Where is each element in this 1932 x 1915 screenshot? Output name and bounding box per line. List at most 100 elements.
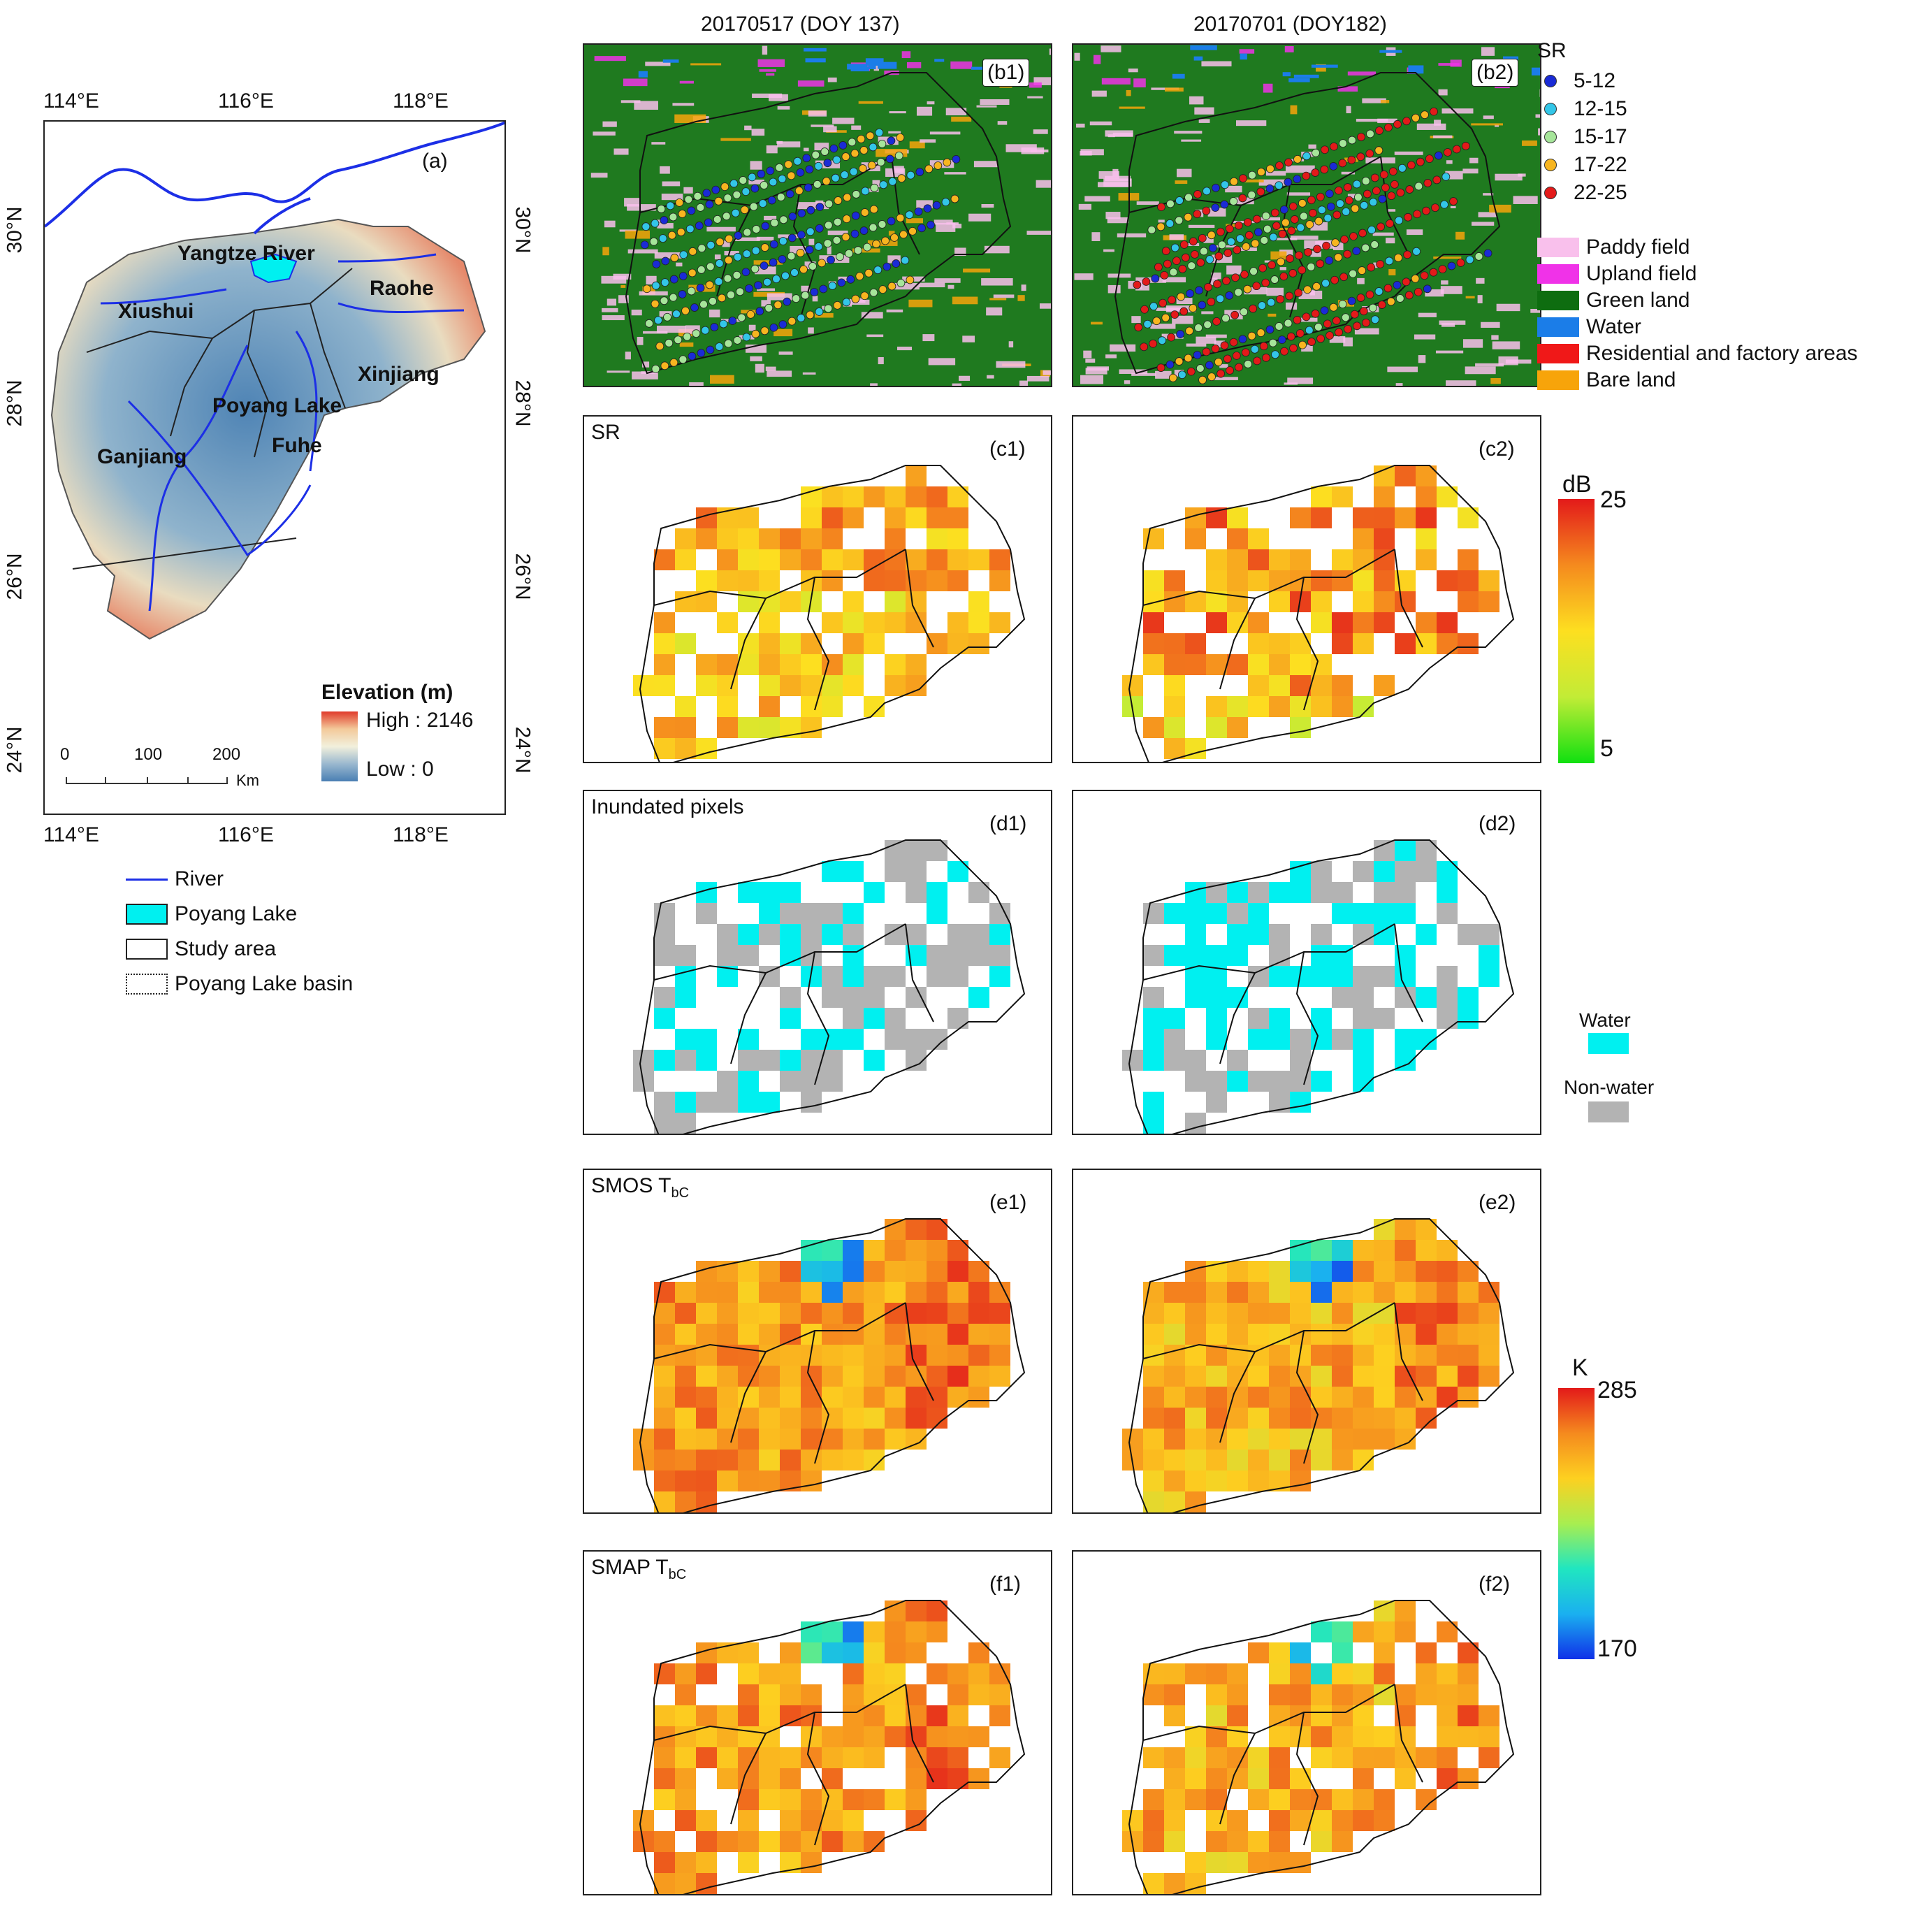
grid-cell — [633, 1810, 654, 1831]
grid-cell — [696, 591, 717, 612]
sub-basin-boundary — [806, 951, 830, 1085]
study-area-outline — [639, 1600, 1026, 1894]
grid-cell — [1206, 1684, 1227, 1705]
grid-cell — [1290, 1029, 1311, 1050]
grid-cell — [738, 924, 759, 945]
landcover-patch — [1085, 359, 1096, 363]
grid-cell — [1164, 654, 1185, 675]
water-patch — [1379, 50, 1402, 53]
landcover-patch — [643, 331, 668, 334]
grid-cell — [1437, 1705, 1458, 1726]
sr-sample-point — [888, 177, 897, 186]
sr-sample-point — [748, 173, 757, 182]
grid-cell — [1311, 486, 1332, 507]
sr-sample-point — [785, 189, 794, 198]
grid-cell — [906, 1303, 927, 1324]
grid-cell — [864, 1008, 885, 1029]
elevation-colorbar — [321, 711, 358, 781]
sr-sample-point — [1216, 227, 1225, 236]
landcover-patch — [1083, 350, 1092, 359]
grid-cell — [1269, 1450, 1290, 1470]
landcover-patch — [679, 342, 694, 347]
grid-cell — [1332, 1387, 1353, 1408]
grid-cell — [1311, 1071, 1332, 1092]
sr-sample-point — [674, 335, 683, 345]
grid-cell — [1290, 1408, 1311, 1429]
grid-cell — [906, 1642, 927, 1663]
grid-cell — [759, 1303, 780, 1324]
sr-sample-point — [1413, 210, 1421, 219]
grid-cell — [822, 486, 843, 507]
sr-sample-point — [687, 287, 696, 296]
sr-sample-point — [1187, 261, 1196, 270]
sr-sample-point — [769, 323, 778, 332]
grid-cell — [1185, 1366, 1206, 1387]
grid-cell — [1227, 1726, 1248, 1747]
elevation-high: High : 2146 — [366, 709, 474, 732]
grid-cell — [1311, 612, 1332, 633]
sr-sample-point — [1213, 280, 1221, 289]
grid-cell — [843, 1789, 864, 1810]
sr-sample-point — [1184, 193, 1193, 202]
grid-cell — [1353, 1029, 1374, 1050]
grid-cell — [1311, 507, 1332, 528]
sr-sample-point — [1383, 284, 1393, 293]
landcover-patch — [651, 142, 666, 145]
grid-cell — [822, 1429, 843, 1450]
grid-cell — [1206, 1470, 1227, 1491]
grid-cell — [801, 945, 822, 966]
grid-cell — [1332, 633, 1353, 654]
sr-sample-point — [1299, 212, 1308, 221]
sr-sample-point — [790, 268, 799, 277]
grid-cell — [801, 1029, 822, 1050]
grid-cell — [1143, 1050, 1164, 1071]
landcover-patch — [777, 141, 801, 147]
grid-cell — [885, 1366, 906, 1387]
grid-cell — [1269, 1768, 1290, 1789]
grid-cell — [885, 966, 906, 987]
sr-sample-point — [859, 146, 869, 154]
grid-cell — [738, 1470, 759, 1491]
grid-cell — [947, 528, 968, 549]
grid-cell — [696, 903, 717, 924]
grid-cell — [1458, 924, 1479, 945]
grid-cell — [1164, 1429, 1185, 1450]
smos-grid-e1 — [633, 1218, 1026, 1512]
grid-cell — [1269, 1663, 1290, 1684]
grid-cell — [1248, 675, 1269, 696]
sub-basin-boundary — [730, 598, 767, 690]
sub-basin-boundary — [730, 972, 767, 1064]
grid-cell — [1458, 1282, 1479, 1303]
grid-cell — [822, 675, 843, 696]
grid-cell — [1290, 654, 1311, 675]
landcover-patch — [1439, 320, 1466, 325]
grid-cell — [1458, 1008, 1479, 1029]
landcover-patch — [1465, 366, 1496, 375]
sr-sample-point — [1202, 347, 1211, 356]
landcover-patch — [981, 203, 994, 208]
grid-cell — [801, 1684, 822, 1705]
landcover-patch — [1441, 108, 1474, 114]
sr-sample-point — [678, 272, 688, 280]
landcover-patch — [832, 117, 855, 124]
sr-sample-point — [1220, 341, 1229, 350]
grid-cell — [1122, 675, 1143, 696]
sub-basin-boundary — [1295, 1330, 1319, 1464]
grid-cell — [1437, 1726, 1458, 1747]
grid-cell — [1311, 1387, 1332, 1408]
landcover-patch — [1033, 129, 1048, 134]
grid-cell — [675, 987, 696, 1008]
landcover-patch — [1133, 78, 1146, 88]
grid-cell — [1206, 1852, 1227, 1873]
grid-cell — [1248, 903, 1269, 924]
sub-basin-boundary — [730, 1351, 767, 1443]
grid-cell — [654, 987, 675, 1008]
grid-cell — [1290, 1387, 1311, 1408]
sub-basin-boundary — [905, 923, 934, 1022]
grid-cell — [1290, 1768, 1311, 1789]
grid-cell — [1353, 1429, 1374, 1450]
sr-sample-point — [678, 210, 687, 218]
sr-sample-point — [811, 150, 820, 159]
grid-cell — [1437, 633, 1458, 654]
sr-sample-point — [1376, 260, 1385, 268]
